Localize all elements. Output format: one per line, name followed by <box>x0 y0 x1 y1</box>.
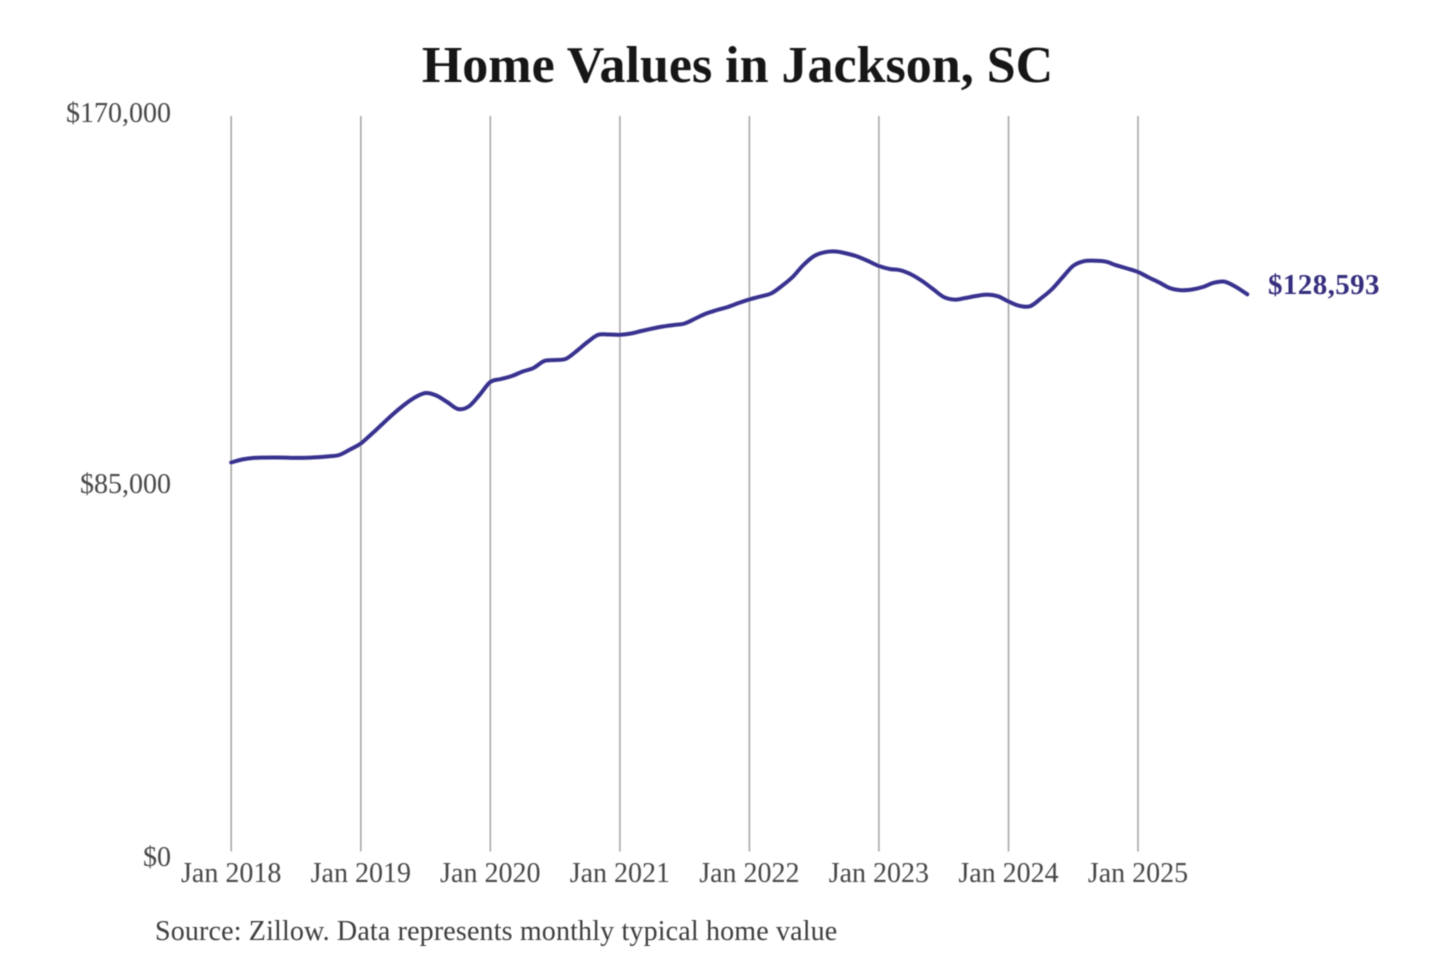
svg-text:$128,593: $128,593 <box>1268 269 1380 301</box>
svg-text:Jan 2019: Jan 2019 <box>311 858 411 889</box>
svg-text:$85,000: $85,000 <box>80 469 171 500</box>
svg-text:Source: Zillow. Data represent: Source: Zillow. Data represents monthly … <box>155 916 837 947</box>
svg-text:Home Values in Jackson, SC: Home Values in Jackson, SC <box>422 37 1053 94</box>
svg-text:$0: $0 <box>143 842 171 873</box>
svg-text:Jan 2025: Jan 2025 <box>1088 858 1188 889</box>
svg-text:Jan 2023: Jan 2023 <box>829 858 929 889</box>
svg-text:Jan 2022: Jan 2022 <box>699 858 799 889</box>
svg-text:Jan 2021: Jan 2021 <box>570 858 670 889</box>
svg-text:$170,000: $170,000 <box>66 98 171 129</box>
svg-text:Jan 2018: Jan 2018 <box>181 858 281 889</box>
svg-text:Jan 2024: Jan 2024 <box>958 858 1058 889</box>
svg-text:Jan 2020: Jan 2020 <box>440 858 540 889</box>
